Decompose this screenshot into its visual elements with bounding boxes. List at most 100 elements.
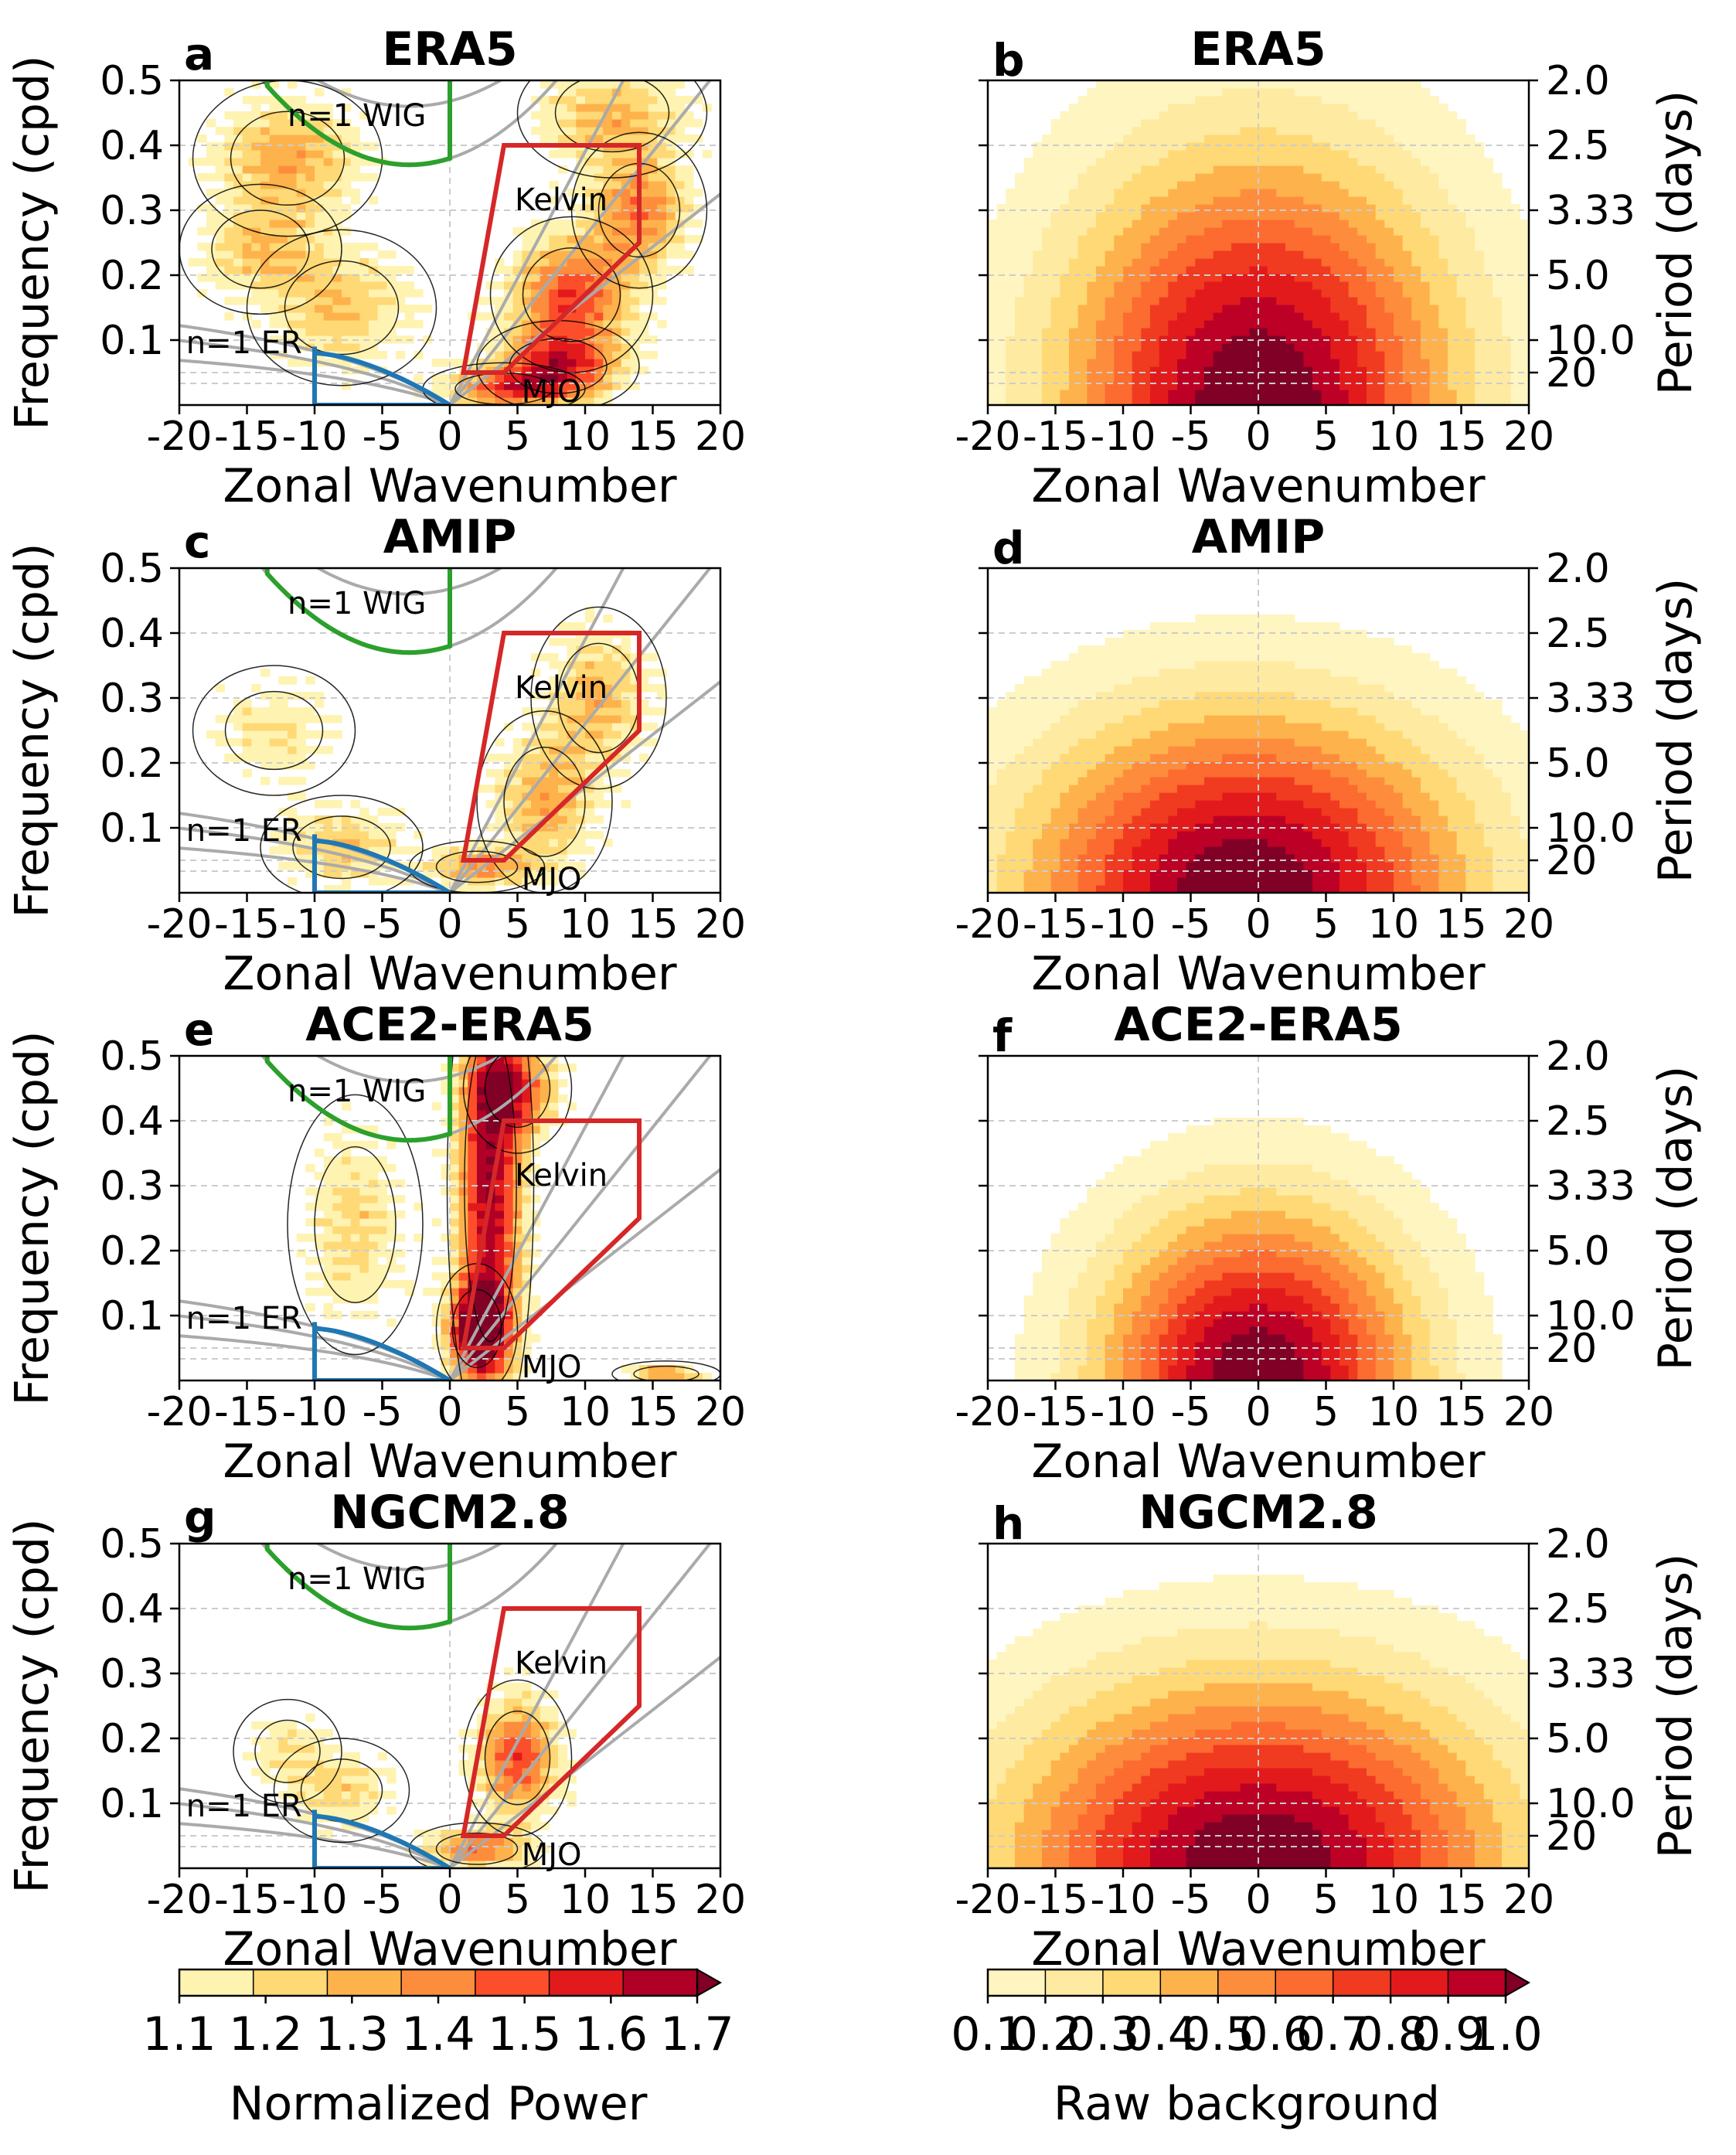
heat-cell: [1051, 289, 1060, 298]
heat-cell: [1060, 862, 1069, 870]
heat-cell: [1069, 250, 1078, 259]
heat-cell: [1051, 730, 1060, 739]
heat-cell: [1186, 374, 1196, 383]
heat-cell: [1087, 104, 1096, 112]
heat-cell: [630, 111, 639, 120]
heat-cell: [1042, 173, 1051, 182]
heat-cell: [1159, 366, 1169, 375]
heat-cell: [1024, 320, 1033, 329]
heat-cell: [1114, 351, 1123, 359]
heat-cell: [1322, 312, 1331, 321]
heat-cell: [1493, 374, 1502, 383]
heat-cell: [1069, 715, 1078, 723]
heat-cell: [1303, 366, 1312, 375]
heat-cell: [594, 730, 604, 739]
y-tick-label: 0.1: [100, 805, 164, 852]
heat-cell: [1367, 305, 1376, 313]
heat-cell: [1511, 258, 1520, 267]
heat-cell: [1241, 220, 1250, 228]
heat-cell: [1177, 80, 1186, 89]
heat-cell: [549, 785, 558, 793]
heat-cell: [1457, 158, 1466, 166]
heat-cell: [332, 715, 342, 723]
heat-cell: [1384, 243, 1394, 251]
heat-cell: [1141, 119, 1150, 128]
heat-cell: [288, 297, 297, 305]
heat-cell: [260, 746, 270, 754]
heat-cell: [1105, 769, 1115, 778]
heat-cell: [1096, 653, 1105, 662]
heat-cell: [1069, 684, 1078, 693]
heat-cell: [657, 692, 666, 700]
heat-cell: [1087, 150, 1096, 158]
heat-cell: [332, 305, 342, 313]
heat-cell: [1078, 390, 1088, 398]
heat-cell: [549, 730, 558, 739]
heat-cell: [1006, 343, 1015, 352]
heat-cell: [1168, 165, 1177, 174]
heat-cell: [1411, 266, 1421, 274]
heat-cell: [1141, 366, 1150, 375]
heat-cell: [1322, 297, 1331, 305]
heat-cell: [1484, 359, 1493, 367]
heat-cell: [1186, 142, 1196, 151]
heat-cell: [1078, 661, 1088, 669]
heat-cell: [1421, 359, 1430, 367]
heat-cell: [1357, 212, 1367, 220]
heat-cell: [216, 173, 225, 182]
heat-cell: [1195, 80, 1204, 89]
heat-cell: [1394, 351, 1403, 359]
heat-cell: [1231, 359, 1241, 367]
heat-cell: [495, 738, 504, 747]
heat-cell: [1493, 220, 1502, 228]
heat-cell: [540, 839, 550, 847]
heat-cell: [1448, 150, 1457, 158]
heat-cell: [1276, 366, 1285, 375]
heat-cell: [1060, 111, 1069, 120]
heat-cell: [1024, 374, 1033, 383]
heat-cell: [1475, 343, 1484, 352]
heat-cell: [1249, 150, 1258, 158]
heat-cell: [1258, 196, 1268, 205]
heat-cell: [1484, 281, 1493, 290]
heat-cell: [1430, 320, 1439, 329]
heat-cell: [332, 150, 342, 158]
heat-cell: [1303, 359, 1312, 367]
heat-cell: [378, 846, 387, 855]
heat-cell: [251, 754, 260, 762]
heat-cell: [1123, 142, 1132, 151]
heat-cell: [324, 730, 333, 739]
heat-cell: [1024, 877, 1033, 886]
heat-cell: [1502, 390, 1511, 398]
heat-cell: [1186, 297, 1196, 305]
heat-cell: [1394, 243, 1403, 251]
heat-cell: [1078, 351, 1088, 359]
heat-cell: [1376, 220, 1385, 228]
heat-cell: [988, 792, 997, 801]
heat-cell: [1159, 88, 1169, 97]
heat-cell: [1411, 351, 1421, 359]
heat-cell: [648, 173, 658, 182]
heat-cell: [1078, 777, 1088, 785]
heat-cell: [351, 134, 360, 143]
heat-cell: [1060, 243, 1069, 251]
heat-cell: [332, 189, 342, 197]
heat-cell: [1159, 390, 1169, 398]
heat-cell: [1015, 862, 1024, 870]
heat-cell: [1330, 119, 1339, 128]
heat-cell: [1285, 189, 1295, 197]
heat-cell: [1213, 111, 1223, 120]
heat-cell: [1123, 684, 1132, 693]
heat-cell: [1069, 289, 1078, 298]
x-tick-label: 15: [1435, 414, 1486, 460]
heat-cell: [1376, 104, 1385, 112]
heat-cell: [693, 220, 703, 228]
heat-cell: [630, 328, 639, 336]
heat-cell: [1421, 235, 1430, 243]
heat-cell: [1204, 189, 1213, 197]
heat-cell: [1403, 258, 1412, 267]
heat-cell: [270, 754, 279, 762]
heat-cell: [1241, 96, 1250, 104]
heat-cell: [1303, 158, 1312, 166]
heat-cell: [1186, 204, 1196, 213]
